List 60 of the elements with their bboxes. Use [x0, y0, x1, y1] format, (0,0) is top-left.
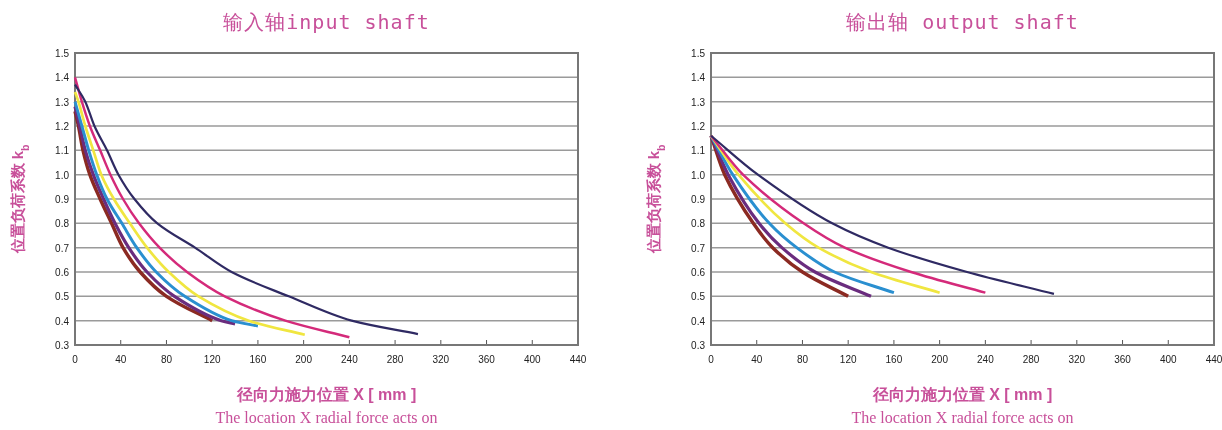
y-tick-label: 1.5 — [691, 48, 706, 59]
y-tick-label: 1.4 — [55, 72, 70, 84]
x-tick-label: 280 — [386, 354, 404, 365]
x-tick-label: 440 — [569, 354, 587, 365]
text: The location X radial force acts on — [851, 409, 1074, 426]
x-tick-label: 240 — [341, 354, 359, 365]
y-tick-label: 0.7 — [691, 242, 706, 254]
y-tick-label: 0.8 — [691, 218, 706, 230]
text: The location X radial force acts on — [215, 409, 438, 426]
line-series — [73, 76, 351, 339]
x-tick-label: 360 — [1114, 354, 1132, 365]
y-tick-label: 0.8 — [55, 218, 70, 230]
y-tick-label: 1.2 — [691, 121, 706, 132]
x-tick-label: 120 — [839, 354, 857, 365]
x-tick-label: 240 — [977, 354, 995, 365]
x-tick-label: 280 — [1022, 354, 1040, 365]
chart-title: 输出轴 output shaft — [846, 10, 1079, 34]
x-tick-label: 80 — [160, 354, 173, 365]
x-tick-label: 320 — [432, 354, 450, 365]
y-tick-label: 1.1 — [691, 145, 706, 157]
y-tick-label: 0.7 — [55, 242, 70, 254]
line-series — [73, 83, 420, 336]
y-tick-label: 0.6 — [55, 267, 70, 278]
y-tick-label: 0.4 — [691, 315, 706, 327]
x-axis-title: 径向力施力位置 X [ mm ] — [235, 386, 417, 403]
y-tick-label: 1.0 — [55, 169, 70, 181]
x-tick-label: 360 — [478, 354, 496, 365]
y-tick-label: 1.3 — [55, 96, 70, 108]
y-tick-label: 0.3 — [691, 340, 706, 351]
x-tick-label: 0 — [72, 354, 79, 365]
y-tick-label: 0.6 — [691, 267, 706, 278]
x-tick-label: 440 — [1205, 354, 1222, 365]
x-tick-label: 160 — [885, 354, 903, 365]
x-tick-label: 320 — [1068, 354, 1086, 365]
x-tick-label: 40 — [751, 354, 763, 365]
y-tick-label: 1.0 — [691, 169, 706, 181]
line-series — [709, 134, 1056, 295]
y-tick-label: 0.3 — [55, 340, 70, 351]
x-tick-label: 200 — [931, 354, 949, 365]
y-tick-label: 1.4 — [691, 72, 706, 84]
x-tick-label: 400 — [1159, 354, 1178, 365]
y-tick-label: 0.9 — [55, 194, 70, 205]
x-axis-title: 径向力施力位置 X [ mm ] — [871, 386, 1053, 403]
x-tick-label: 120 — [203, 354, 221, 365]
x-tick-label: 80 — [796, 354, 809, 365]
y-tick-label: 0.4 — [55, 315, 70, 327]
x-tick-label: 160 — [249, 354, 267, 365]
y-tick-label: 0.5 — [691, 291, 706, 303]
line-series — [73, 90, 307, 337]
y-tick-label: 0.9 — [691, 194, 706, 205]
y-tick-label: 1.1 — [55, 145, 70, 157]
x-tick-label: 40 — [115, 354, 127, 365]
x-tick-label: 400 — [523, 354, 542, 365]
y-tick-label: 0.5 — [55, 291, 70, 303]
x-tick-label: 200 — [295, 354, 313, 365]
x-tick-label: 0 — [708, 354, 715, 365]
y-tick-label: 1.5 — [55, 48, 70, 59]
y-tick-label: 1.3 — [691, 96, 706, 108]
chart-title: 输入轴input shaft — [223, 10, 430, 34]
y-tick-label: 1.2 — [55, 121, 70, 132]
